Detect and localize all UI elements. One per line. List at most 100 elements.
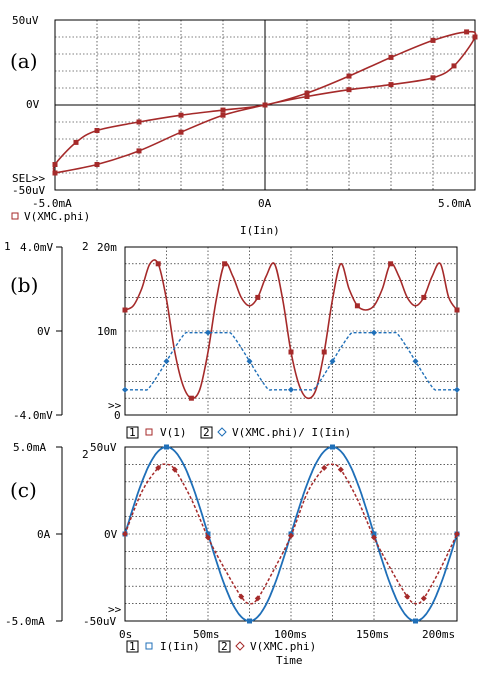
panel-c-legend-number-2: 2 xyxy=(221,640,228,653)
panel-b-ratio-marker-15 xyxy=(163,358,170,365)
panel-b-series-marker-20 xyxy=(288,349,294,355)
panel-c-axis2-number: 2 xyxy=(82,448,89,461)
panel-a-sel-marker: SEL>> xyxy=(12,172,45,185)
panel-b-series-marker-4 xyxy=(155,261,161,267)
panel-c-axis2-tick-label-top: 50uV xyxy=(90,441,117,454)
panel-c-phi-marker-24 xyxy=(454,531,460,537)
panel-c-xtick-2: 100ms xyxy=(274,628,307,641)
panel-b-legend-box-1 xyxy=(126,426,139,439)
panel-c-axis1-tick-label-top: 5.0mA xyxy=(13,441,46,454)
panel-b-ratio-marker-90 xyxy=(371,329,377,336)
panel-c-phi-marker-6 xyxy=(205,534,211,541)
panel-a-series-marker-9 xyxy=(430,75,436,81)
panel-a-series-marker-10 xyxy=(451,63,457,69)
panel-a-series-marker-23 xyxy=(52,162,58,167)
panel-b-ratio-marker-75 xyxy=(329,358,336,365)
panel-c-axis2-tick-label-mid: 0V xyxy=(104,528,118,541)
panel-b-series-marker-28 xyxy=(354,303,360,309)
panel-a-series-marker-2 xyxy=(136,148,142,154)
panel-a-series-marker-16 xyxy=(304,90,310,96)
panel-b-series xyxy=(122,259,460,401)
panel-a-ytick-mid: 0V xyxy=(26,98,40,111)
panel-b-series-marker-16 xyxy=(255,294,261,300)
panel-a: (a) 50uV 0V -50uV SEL>> -5.0mA 0A 5.0mA … xyxy=(10,14,478,237)
panel-a-xlabel: I(Iin) xyxy=(240,224,280,237)
panel-b-ratio-marker-60 xyxy=(288,386,294,393)
panel-b-series-marker-24 xyxy=(321,349,327,355)
panel-b-series-marker-0 xyxy=(122,307,128,313)
panel-a-series-marker-7 xyxy=(346,87,352,93)
panel-c-phi-marker-4 xyxy=(171,466,178,473)
panel-a-ytick-bottom: -50uV xyxy=(12,184,45,197)
panel-b-label: (b) xyxy=(10,273,38,297)
panel-c-xlabel: Time xyxy=(276,654,303,667)
panel-b-legend-number-1: 1 xyxy=(129,426,136,439)
panel-c-phi-marker-22 xyxy=(420,595,427,602)
panel-a-xtick-left: -5.0mA xyxy=(32,197,72,210)
panel-c-legend-number-1: 1 xyxy=(129,640,136,653)
panel-b-legend-series-2: V(XMC.phi)/ I(Iin) xyxy=(232,426,351,439)
panel-b: (b) 1 2 4.0mV 0V -4.0mV 20m 10m 0 >> 1 V… xyxy=(4,240,460,439)
panel-c-current-marker-20 xyxy=(164,444,169,450)
panel-b-axis1-tick-label-mid: 0V xyxy=(37,325,51,338)
panel-c-xtick-0: 0s xyxy=(119,628,132,641)
panel-b-ratio-marker-30 xyxy=(205,329,211,336)
panel-a-series-marker-4 xyxy=(220,112,226,118)
panel-a-series-marker-11 xyxy=(472,34,478,40)
panel-a-series-marker-14 xyxy=(388,54,394,60)
panel-b-marker: >> xyxy=(108,399,122,412)
panel-a-series-marker-13 xyxy=(430,37,436,43)
panel-a-series-marker-24 xyxy=(52,170,58,176)
panel-b-series-marker-32 xyxy=(388,261,394,267)
panel-c-phi-marker-8 xyxy=(238,593,245,600)
panel-a-series-marker-3 xyxy=(178,129,184,135)
panel-c-legend-marker-2 xyxy=(235,641,245,651)
panel-b-series-marker-12 xyxy=(222,261,228,267)
panel-b-axis2-number: 2 xyxy=(82,240,89,253)
panel-a-series-marker-22 xyxy=(73,139,79,145)
panel-b-series-marker-40 xyxy=(454,307,460,313)
panel-a-xtick-right: 5.0mA xyxy=(438,197,471,210)
panel-c-current-marker-40 xyxy=(205,531,211,537)
panel-a-series-marker-6 xyxy=(304,94,310,99)
panel-c: (c) 2 5.0mA 0A -5.0mA 50uV 0V -50uV >> 0… xyxy=(5,441,460,667)
panel-a-series-marker-17 xyxy=(262,102,268,108)
panel-b-ratio-marker-0 xyxy=(122,386,128,393)
panel-c-current-marker-100 xyxy=(330,444,335,450)
panel-b-legend-box-2 xyxy=(200,426,213,439)
panel-b-legend-number-2: 2 xyxy=(203,426,210,439)
panel-c-current-marker-120 xyxy=(371,531,377,537)
panel-b-axis2-tick-label-bottom: 0 xyxy=(114,409,121,422)
panel-b-ratio-marker-120 xyxy=(454,386,460,393)
panel-a-series-marker-21 xyxy=(94,128,100,133)
panel-a-ytick-top: 50uV xyxy=(12,14,39,27)
panel-b-ratio-marker-105 xyxy=(412,358,419,365)
panel-b-grid xyxy=(125,247,457,415)
panel-b-axis2-tick-label-top: 20m xyxy=(97,241,117,254)
panel-c-xtick-4: 200ms xyxy=(422,628,455,641)
panel-c-current-marker-60 xyxy=(247,618,252,624)
panel-a-legend-marker xyxy=(11,212,19,220)
panel-c-legend-marker-1 xyxy=(145,642,153,650)
panel-c-label: (c) xyxy=(10,478,37,502)
panel-c-axis1-tick-label-bottom: -5.0mA xyxy=(5,615,45,628)
panel-c-phi-marker-10 xyxy=(254,595,261,602)
panel-c-marker: >> xyxy=(108,603,122,616)
panel-a-series-marker-18 xyxy=(220,107,226,113)
panel-c-phi-marker-0 xyxy=(122,531,128,537)
panel-c-phi-marker-12 xyxy=(288,532,294,539)
panel-c-phi-marker-16 xyxy=(337,466,344,473)
panel-a-legend-text: V(XMC.phi) xyxy=(24,210,90,223)
panel-c-legend-series-1: I(Iin) xyxy=(160,640,200,653)
panel-a-series-marker-12 xyxy=(464,29,470,35)
panel-c-phi-marker-14 xyxy=(321,464,328,471)
panel-a-series-marker-19 xyxy=(178,112,184,118)
panel-a-series-marker-20 xyxy=(136,119,142,125)
panel-c-legend-series-2: V(XMC.phi) xyxy=(250,640,316,653)
panel-c-xtick-1: 50ms xyxy=(193,628,220,641)
panel-b-axis2-tick-label-mid: 10m xyxy=(97,325,117,338)
panel-b-axis1-tick-label-bottom: -4.0mV xyxy=(13,409,53,422)
panel-a-label: (a) xyxy=(10,49,38,73)
panel-b-series-marker-8 xyxy=(188,395,194,401)
